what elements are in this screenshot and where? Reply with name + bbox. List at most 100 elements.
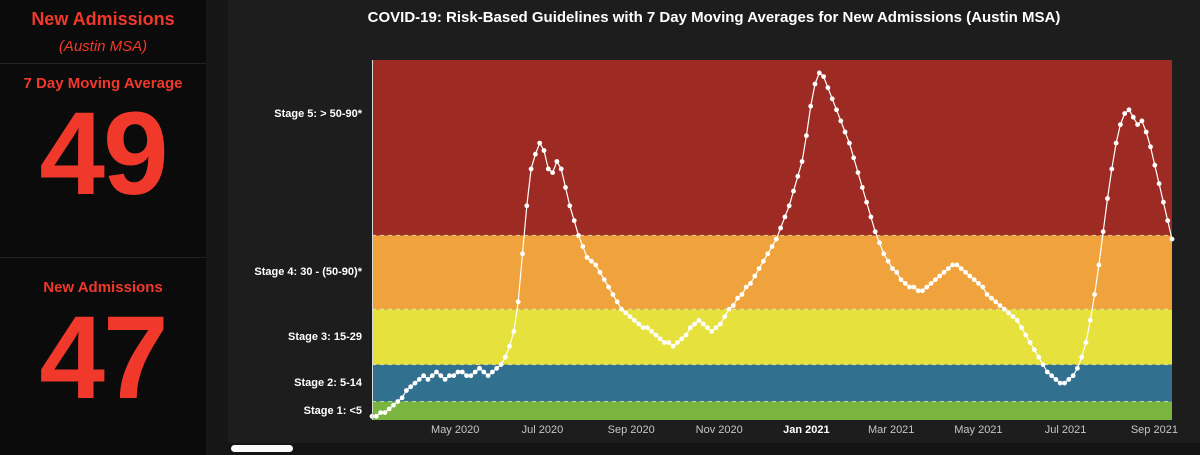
data-point[interactable]	[378, 410, 383, 415]
data-point[interactable]	[963, 269, 968, 275]
data-point[interactable]	[1023, 332, 1029, 338]
data-point[interactable]	[610, 292, 616, 297]
data-point[interactable]	[404, 388, 409, 393]
data-point[interactable]	[619, 306, 624, 312]
data-point[interactable]	[507, 343, 512, 349]
data-point[interactable]	[468, 373, 474, 379]
data-point[interactable]	[537, 140, 543, 146]
data-point[interactable]	[945, 266, 951, 271]
data-point[interactable]	[425, 377, 431, 382]
data-point[interactable]	[614, 299, 620, 305]
data-point[interactable]	[657, 336, 663, 342]
data-point[interactable]	[967, 273, 973, 279]
data-point[interactable]	[799, 159, 805, 164]
data-point[interactable]	[1040, 362, 1046, 367]
data-point[interactable]	[524, 203, 530, 209]
data-point[interactable]	[984, 292, 990, 297]
data-point[interactable]	[752, 273, 758, 279]
data-point[interactable]	[481, 369, 487, 375]
data-point[interactable]	[1105, 196, 1110, 201]
data-point[interactable]	[1096, 262, 1102, 268]
data-point[interactable]	[1044, 369, 1050, 375]
data-point[interactable]	[1122, 111, 1128, 116]
data-point[interactable]	[937, 273, 943, 279]
data-point[interactable]	[1006, 310, 1011, 316]
data-point[interactable]	[1118, 122, 1123, 127]
data-point[interactable]	[606, 284, 611, 290]
data-point[interactable]	[769, 244, 775, 249]
data-point[interactable]	[739, 292, 745, 297]
data-point[interactable]	[571, 218, 577, 224]
data-point[interactable]	[528, 166, 534, 172]
data-point[interactable]	[1010, 314, 1016, 319]
data-point[interactable]	[713, 325, 719, 331]
horizontal-scrollbar-thumb[interactable]	[231, 445, 293, 452]
data-point[interactable]	[1139, 118, 1145, 124]
data-point[interactable]	[915, 288, 921, 294]
data-point[interactable]	[954, 262, 960, 268]
data-point[interactable]	[812, 81, 818, 87]
data-point[interactable]	[502, 354, 508, 360]
data-point[interactable]	[567, 203, 573, 209]
data-point[interactable]	[554, 159, 560, 164]
data-point[interactable]	[958, 266, 964, 271]
data-point[interactable]	[989, 295, 994, 301]
data-point[interactable]	[933, 277, 938, 283]
data-point[interactable]	[399, 395, 405, 401]
data-point[interactable]	[511, 329, 517, 334]
data-point[interactable]	[902, 281, 908, 286]
data-point[interactable]	[1032, 347, 1037, 353]
data-point[interactable]	[692, 321, 697, 327]
data-point[interactable]	[778, 225, 783, 231]
data-point[interactable]	[890, 266, 895, 271]
data-point[interactable]	[1100, 229, 1106, 235]
data-point[interactable]	[1001, 306, 1007, 312]
data-point[interactable]	[842, 129, 848, 135]
data-point[interactable]	[533, 151, 538, 157]
data-point[interactable]	[408, 384, 414, 390]
data-point[interactable]	[1014, 317, 1020, 323]
data-point[interactable]	[1092, 292, 1097, 297]
data-point[interactable]	[576, 233, 581, 238]
data-point[interactable]	[928, 281, 934, 286]
data-point[interactable]	[773, 236, 779, 242]
data-point[interactable]	[421, 373, 426, 379]
data-point[interactable]	[761, 258, 766, 264]
data-point[interactable]	[808, 103, 814, 109]
data-point[interactable]	[416, 377, 422, 382]
risk-stage-plot[interactable]	[369, 60, 1175, 420]
data-point[interactable]	[868, 214, 874, 220]
data-point[interactable]	[644, 325, 650, 331]
data-point[interactable]	[1036, 354, 1042, 360]
data-point[interactable]	[980, 284, 986, 290]
data-point[interactable]	[541, 148, 547, 153]
data-point[interactable]	[722, 314, 728, 319]
data-point[interactable]	[829, 96, 835, 102]
data-point[interactable]	[545, 166, 551, 172]
data-point[interactable]	[993, 299, 999, 305]
data-point[interactable]	[1130, 114, 1136, 120]
data-point[interactable]	[498, 362, 504, 367]
data-point[interactable]	[872, 229, 878, 235]
data-point[interactable]	[941, 269, 947, 275]
data-point[interactable]	[1019, 325, 1024, 331]
data-point[interactable]	[1113, 140, 1119, 146]
data-point[interactable]	[1135, 122, 1140, 127]
data-point[interactable]	[520, 251, 525, 257]
data-point[interactable]	[373, 413, 379, 419]
data-point[interactable]	[795, 173, 801, 179]
data-point[interactable]	[748, 281, 753, 286]
data-point[interactable]	[670, 343, 676, 349]
data-point[interactable]	[791, 188, 796, 194]
data-point[interactable]	[490, 369, 495, 375]
data-point[interactable]	[1109, 166, 1115, 172]
data-point[interactable]	[653, 332, 659, 338]
data-point[interactable]	[911, 284, 917, 290]
data-point[interactable]	[847, 140, 852, 146]
data-point[interactable]	[885, 258, 891, 264]
data-point[interactable]	[834, 107, 839, 113]
data-point[interactable]	[1148, 144, 1153, 150]
data-point[interactable]	[743, 284, 749, 290]
data-point[interactable]	[997, 303, 1003, 308]
data-point[interactable]	[640, 325, 646, 331]
